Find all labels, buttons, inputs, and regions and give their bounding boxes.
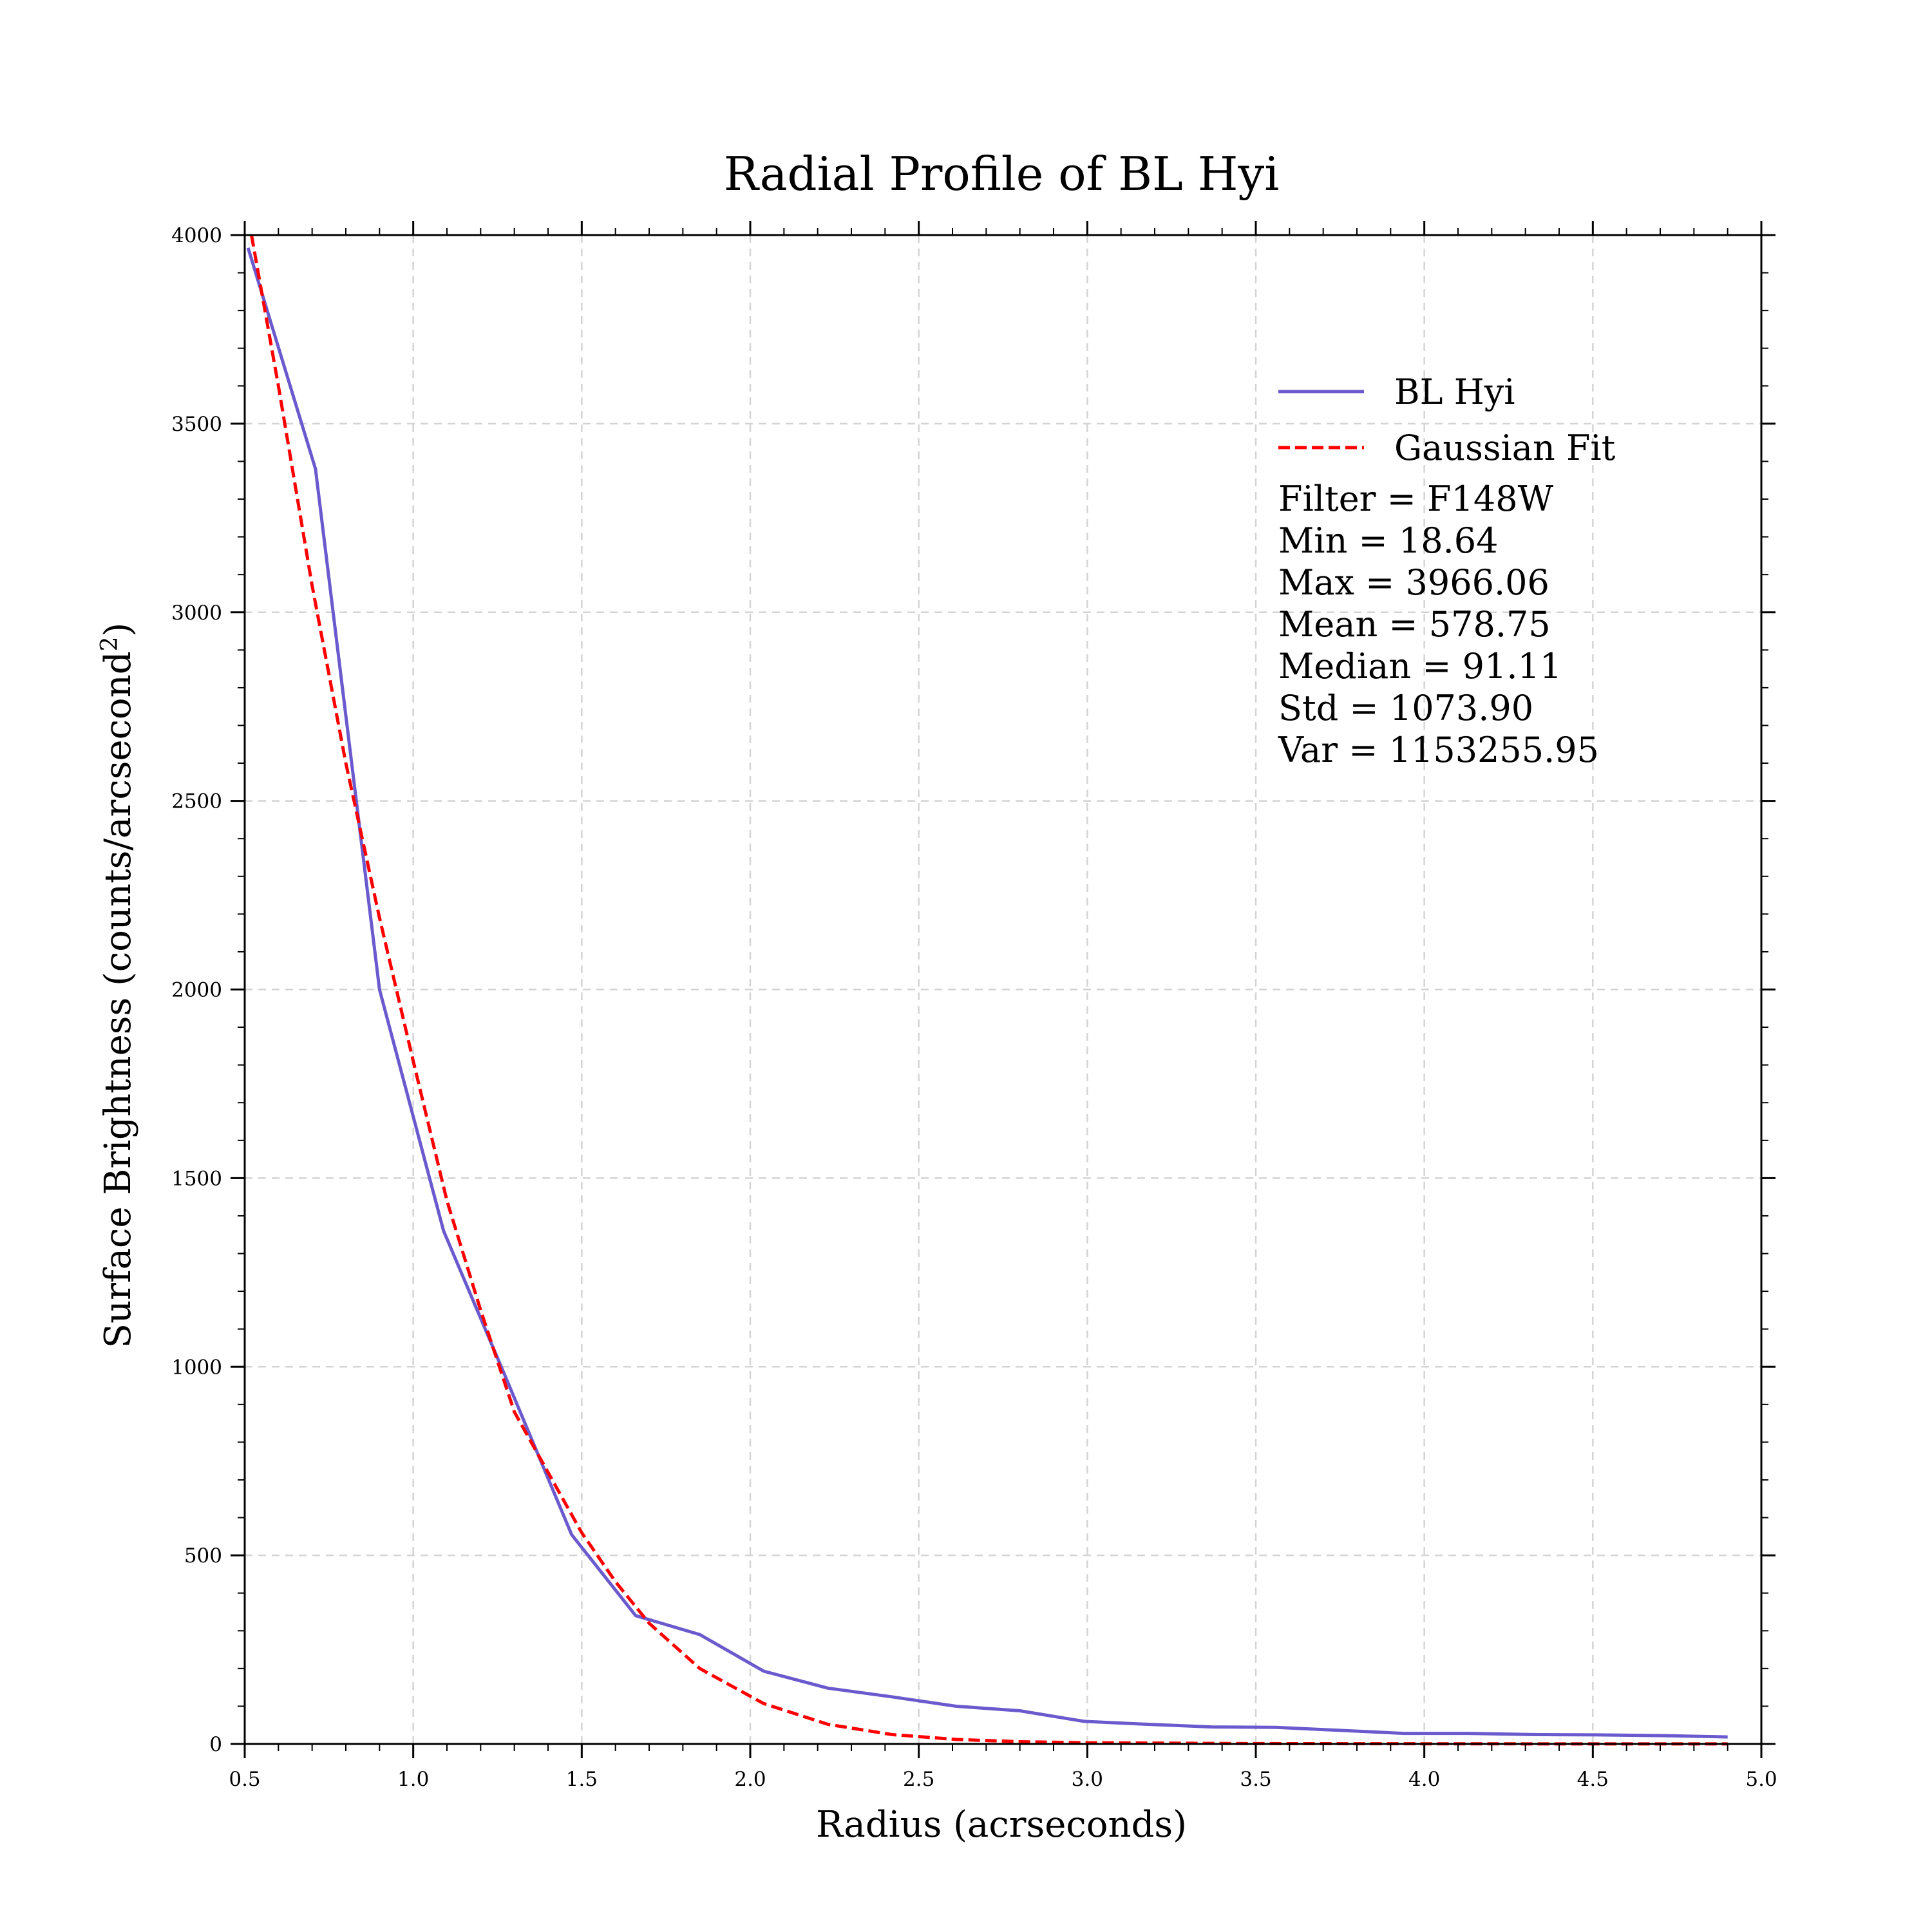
y-axis-label-close: ) — [97, 623, 139, 637]
stat-min: Min = 18.64 — [1278, 520, 1499, 561]
y-tick-label: 3000 — [171, 601, 222, 625]
y-tick-label: 1000 — [171, 1356, 222, 1379]
chart-title: Radial Profile of BL Hyi — [724, 147, 1280, 201]
x-axis-label: Radius (acrseconds) — [816, 1804, 1187, 1846]
y-axis-label-main: Surface Brightness (counts/arcsecond — [97, 651, 139, 1348]
x-tick-label: 4.0 — [1408, 1768, 1440, 1791]
stat-max: Max = 3966.06 — [1278, 562, 1549, 603]
y-tick-label: 2500 — [171, 790, 222, 813]
x-tick-label: 2.5 — [903, 1768, 934, 1791]
y-axis-label-superscript: 2 — [97, 637, 123, 652]
x-tick-label: 1.5 — [566, 1768, 598, 1791]
y-tick-label: 1500 — [171, 1167, 222, 1190]
stat-median: Median = 91.11 — [1278, 646, 1562, 687]
stat-var: Var = 1153255.95 — [1278, 730, 1599, 770]
x-tick-label: 2.0 — [734, 1768, 766, 1791]
stat-mean: Mean = 578.75 — [1278, 604, 1551, 645]
stat-std: Std = 1073.90 — [1278, 688, 1533, 728]
y-tick-label: 2000 — [171, 979, 222, 1002]
legend-label-bl-hyi: BL Hyi — [1394, 372, 1515, 412]
stat-filter: Filter = F148W — [1278, 478, 1554, 519]
y-tick-label: 4000 — [171, 224, 222, 247]
grid — [245, 235, 1761, 1744]
plot-lines — [246, 234, 1728, 1746]
axis-ticks: 0.5 1.0 1.5 2.0 2.5 3.0 3.5 4.0 4.5 5.0 0 500 1000 15… — [171, 221, 1777, 1791]
x-tick-label: 3.5 — [1240, 1768, 1271, 1791]
y-tick-label: 3500 — [171, 413, 222, 436]
legend-label-gaussian-fit: Gaussian Fit — [1394, 428, 1616, 468]
series-line-gaussian-fit — [250, 234, 1728, 1746]
y-axis-label: Surface Brightness (counts/arcsecond2) — [97, 623, 139, 1349]
stats-annotation: Filter = F148W Min = 18.64 Max = 3966.06… — [1278, 478, 1599, 770]
x-tick-label: 3.0 — [1072, 1768, 1103, 1791]
x-tick-label: 5.0 — [1745, 1768, 1777, 1791]
x-tick-label: 1.0 — [397, 1768, 429, 1791]
x-tick-label: 0.5 — [229, 1768, 260, 1791]
legend: BL Hyi Gaussian Fit — [1278, 372, 1616, 468]
x-tick-label: 4.5 — [1577, 1768, 1609, 1791]
y-tick-label: 0 — [209, 1733, 222, 1756]
y-tick-label: 500 — [184, 1544, 222, 1567]
